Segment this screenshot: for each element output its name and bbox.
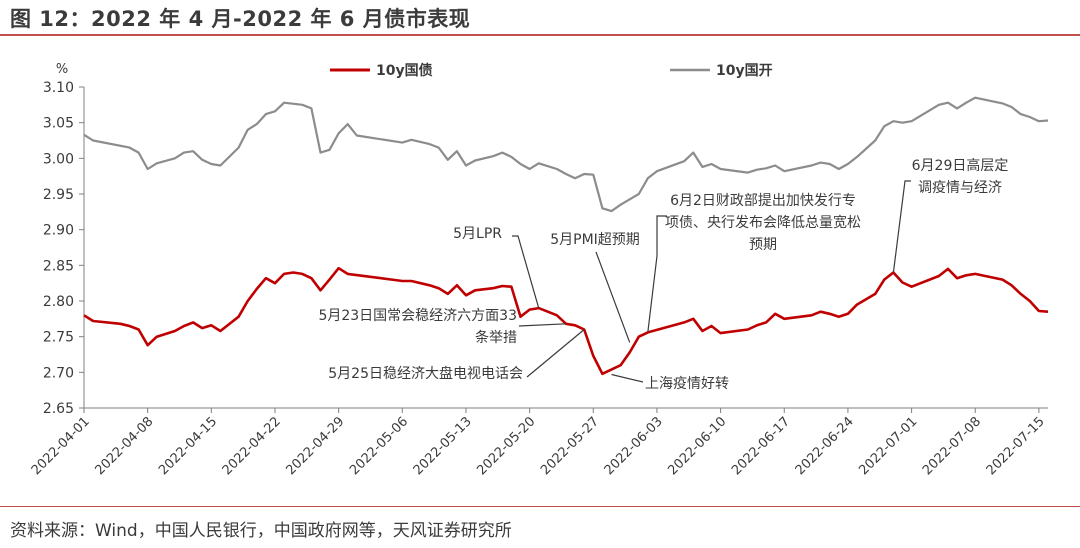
x-tick-label: 2022-05-06: [347, 414, 411, 478]
x-tick-label: 2022-06-03: [602, 414, 666, 478]
annotation-label: 调疫情与经济: [918, 180, 1002, 196]
annotation-label: 5月23日国常会稳经济六方面33: [318, 308, 517, 324]
y-axis-unit-label: %: [56, 62, 68, 77]
annotation-label: 条举措: [475, 329, 517, 346]
legend-label: 10y国债: [376, 62, 433, 79]
x-tick-label: 2022-07-08: [920, 414, 984, 478]
annotation-leader-line: [611, 373, 644, 383]
annotation-leader-line: [512, 235, 540, 309]
y-tick-label: 2.90: [43, 223, 74, 239]
x-tick-label: 2022-06-10: [665, 414, 729, 478]
x-tick-label: 2022-07-01: [856, 414, 920, 478]
x-tick-label: 2022-04-01: [29, 414, 93, 478]
annotation-leader-line: [892, 180, 911, 273]
annotation-label: 项债、央行发布会降低总量宽松: [665, 214, 861, 231]
y-tick-label: 2.75: [43, 330, 74, 346]
annotation-label: 6月29日高层定: [912, 157, 1009, 174]
annotation-label: 预期: [749, 237, 777, 253]
x-tick-label: 2022-05-27: [538, 414, 602, 478]
annotation-leader-line: [647, 215, 667, 333]
y-tick-label: 2.65: [43, 401, 74, 417]
annotation-label: 6月2日财政部提出加快发行专: [670, 193, 856, 209]
y-tick-label: 3.00: [43, 151, 74, 167]
y-tick-label: 2.80: [43, 294, 74, 310]
y-tick-label: 2.70: [43, 365, 74, 381]
x-tick-label: 2022-04-22: [220, 414, 284, 478]
series-line-10y-cdb: [83, 96, 1049, 213]
x-tick-label: 2022-04-08: [92, 414, 156, 478]
legend-label: 10y国开: [716, 63, 773, 79]
annotation-label: 5月25日稳经济大盘电视电话会: [328, 365, 523, 382]
annotation-label: 5月LPR: [453, 226, 502, 242]
annotation-leader-line: [518, 323, 567, 327]
x-tick-label: 2022-06-24: [793, 414, 857, 478]
source-note: 资料来源：Wind，中国人民银行，中国政府网等，天风证券研究所: [10, 521, 512, 541]
y-tick-label: 3.10: [43, 80, 74, 96]
series-line-10y-treasury: [83, 266, 1049, 376]
y-tick-label: 3.05: [43, 116, 74, 132]
x-tick-label: 2022-06-17: [729, 414, 793, 478]
line-chart: % 2.65 2.70 2.75 2.80 2.85 2.90 2.95 3.00 3.05 3.1…: [29, 62, 1049, 478]
annotation-label: 5月PMI超预期: [550, 232, 640, 248]
x-tick-label: 2022-04-15: [156, 414, 220, 478]
title-bar: 图 12：2022 年 4 月-2022 年 6 月债市表现: [0, 0, 1080, 36]
x-tick-label: 2022-04-29: [283, 414, 347, 478]
annotation-leader-line: [526, 329, 585, 378]
annotation-label: 上海疫情好转: [645, 376, 729, 392]
x-tick-label: 2022-05-20: [474, 414, 538, 478]
footer-divider: [0, 506, 1080, 507]
y-tick-label: 2.95: [43, 187, 74, 203]
figure-title: 图 12：2022 年 4 月-2022 年 6 月债市表现: [10, 7, 471, 31]
annotation-leader-line: [595, 251, 631, 343]
y-tick-label: 2.85: [43, 258, 74, 274]
x-tick-label: 2022-05-13: [411, 414, 475, 478]
x-tick-label: 2022-07-15: [984, 414, 1048, 478]
